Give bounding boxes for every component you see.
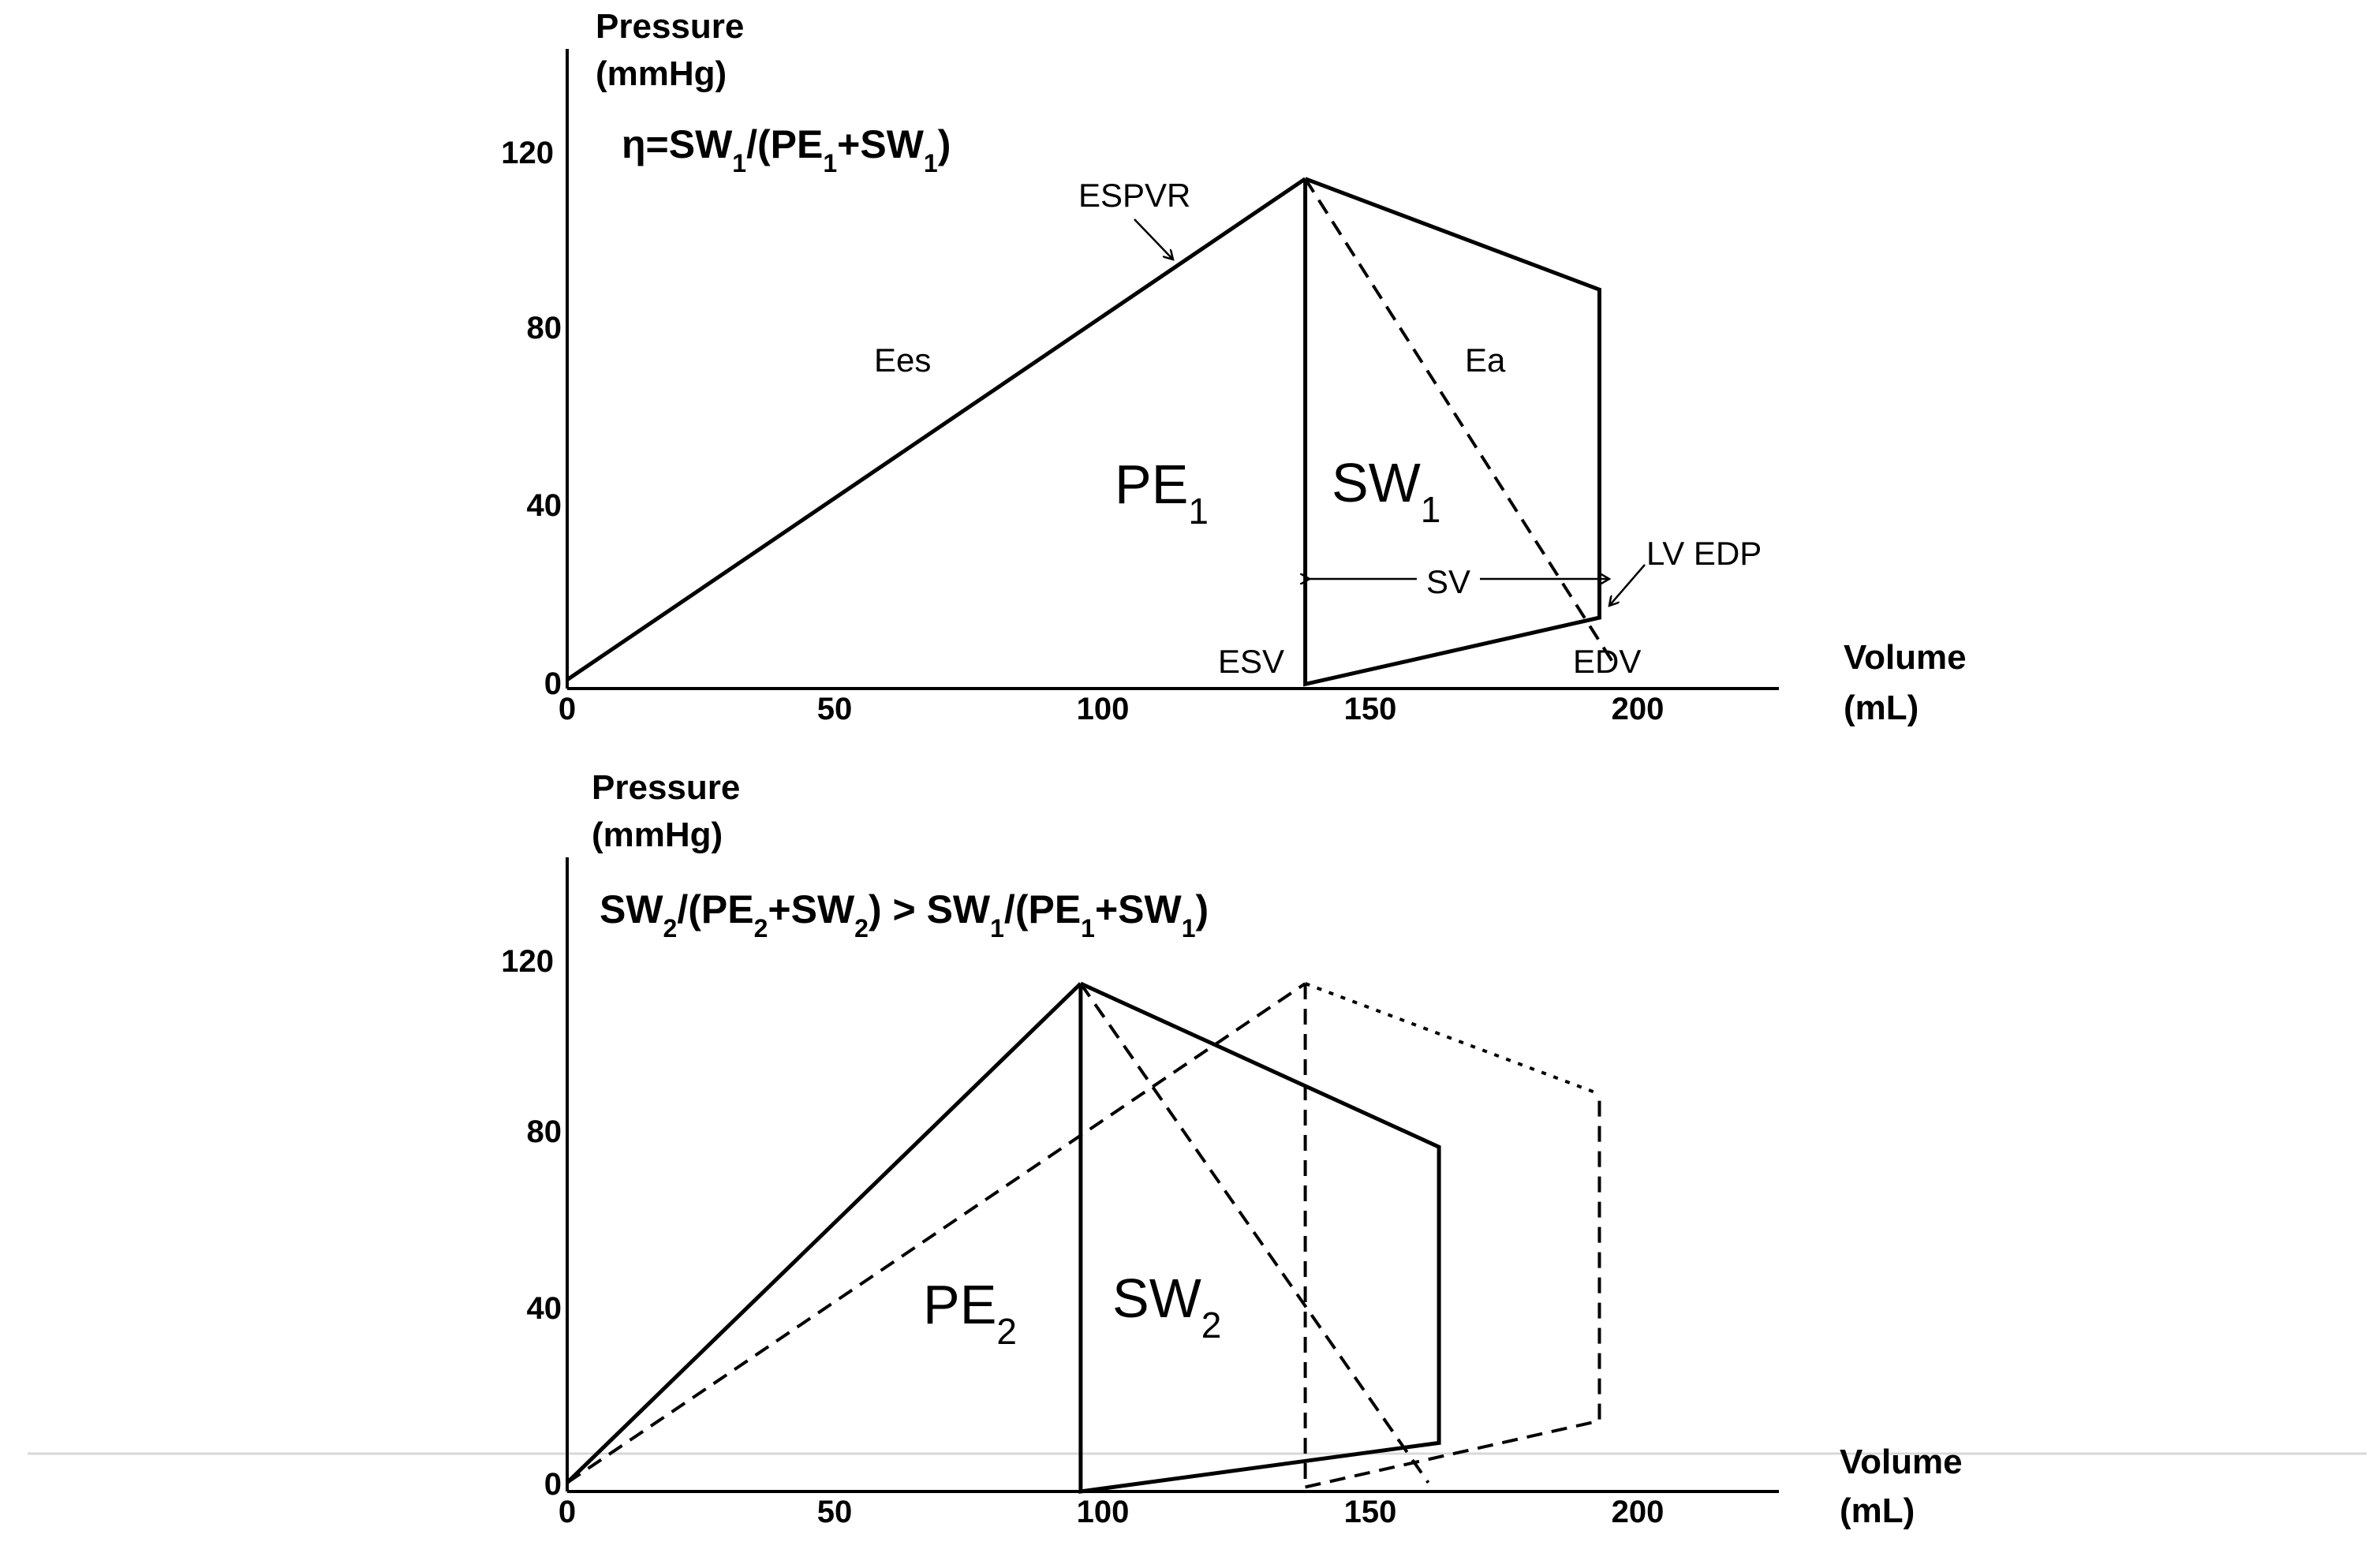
- lvedp-pointer: [1609, 564, 1646, 606]
- bottom-y-tick: 40: [527, 1291, 562, 1326]
- espvr-pointer: [1134, 218, 1173, 259]
- bottom-x-tick: 100: [1077, 1495, 1130, 1529]
- bottom-series-group: [566, 981, 1601, 1494]
- pe1-label: PE1: [1115, 454, 1209, 532]
- bottom-x-tick: 50: [817, 1495, 853, 1529]
- top-x-tick: 100: [1077, 692, 1130, 726]
- bottom-y-tick: 80: [527, 1114, 562, 1149]
- sv-label-bg: [1417, 557, 1480, 598]
- bottom-x-tick: 0: [559, 1495, 576, 1529]
- sw1-label: SW1: [1332, 452, 1440, 530]
- top-x-tick: 200: [1612, 692, 1665, 726]
- bottom-x-tick: 150: [1344, 1495, 1397, 1529]
- top-x-tick: 50: [817, 692, 853, 726]
- edv-label: EDV: [1573, 643, 1641, 680]
- pe2-label: PE2: [923, 1274, 1017, 1352]
- series-pv-loop-2: [1078, 981, 1441, 1494]
- series-espvr-2: [566, 982, 1082, 1484]
- lvedp-label: LV EDP: [1646, 535, 1762, 572]
- series-ea: [1303, 177, 1617, 667]
- bottom-x-tick: 200: [1612, 1495, 1665, 1529]
- top-y-tick: 40: [527, 488, 562, 523]
- top-y-axis-unit: (mmHg): [596, 54, 727, 93]
- top-efficiency-formula: η=SW1/(PE1+SW1): [622, 122, 951, 177]
- sv-label: SV: [1426, 563, 1470, 600]
- sw2-label: SW2: [1112, 1267, 1221, 1346]
- top-x-axis-unit: (mL): [1844, 689, 1919, 727]
- top-series-group: [566, 177, 1617, 687]
- bottom-y-axis-title: Pressure: [592, 768, 740, 807]
- bottom-x-axis-unit: (mL): [1840, 1491, 1915, 1530]
- bottom-y-tick: 0: [544, 1467, 562, 1502]
- series-espvr-1: [566, 982, 1306, 1484]
- series-loop-1-ejection: [1304, 982, 1601, 1096]
- top-x-tick: 150: [1344, 692, 1397, 726]
- top-x-tick: 0: [559, 692, 576, 726]
- bottom-efficiency-formula: SW2/(PE2+SW2) > SW1/(PE1+SW1): [600, 887, 1209, 943]
- ees-label: Ees: [874, 342, 931, 379]
- top-y-tick: 0: [544, 666, 562, 701]
- esv-label: ESV: [1218, 643, 1284, 680]
- bottom-y-axis-unit: (mmHg): [592, 816, 723, 854]
- bottom-x-axis-title: Volume: [1840, 1443, 1963, 1481]
- ea-label: Ea: [1465, 342, 1506, 379]
- series-ea-2: [1079, 982, 1430, 1484]
- espvr-label: ESPVR: [1078, 177, 1190, 214]
- series-espvr: [566, 177, 1307, 681]
- top-chart: Pressure (mmHg) Volume (mL) 120 80 40 0 …: [501, 7, 1966, 727]
- top-y-axis-title: Pressure: [596, 7, 744, 46]
- bottom-chart: Pressure (mmHg) Volume (mL) 120 80 40 0 …: [501, 768, 1962, 1530]
- series-pv-loop: [1303, 177, 1601, 687]
- top-y-tick: 80: [527, 311, 562, 345]
- series-loop-1-filling: [1305, 1094, 1601, 1489]
- top-y-tick: 120: [501, 136, 554, 170]
- bottom-y-tick: 120: [501, 944, 554, 979]
- top-x-axis-title: Volume: [1844, 638, 1967, 677]
